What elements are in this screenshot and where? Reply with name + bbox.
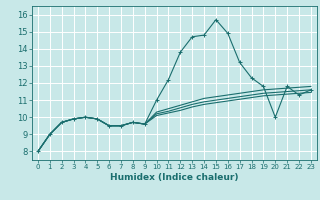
X-axis label: Humidex (Indice chaleur): Humidex (Indice chaleur) bbox=[110, 173, 239, 182]
